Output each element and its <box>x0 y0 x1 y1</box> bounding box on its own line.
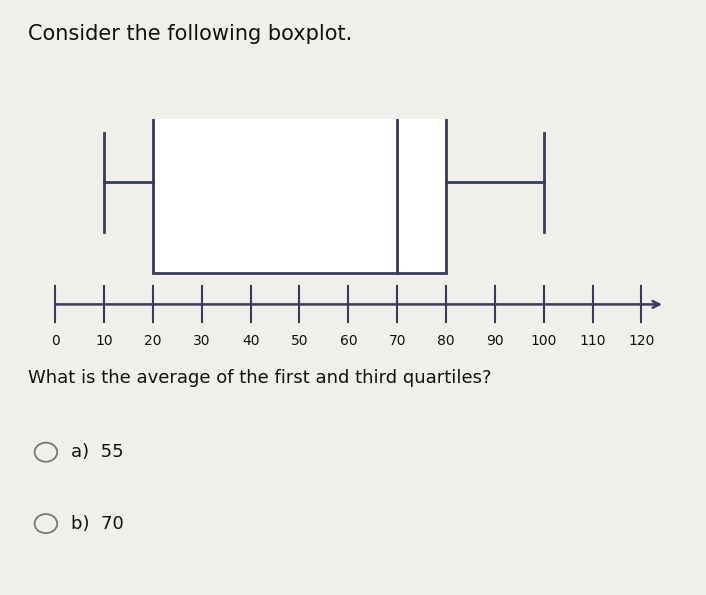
Text: 60: 60 <box>340 334 357 348</box>
Text: What is the average of the first and third quartiles?: What is the average of the first and thi… <box>28 369 492 387</box>
Text: 30: 30 <box>193 334 210 348</box>
Text: 40: 40 <box>242 334 259 348</box>
Text: 10: 10 <box>95 334 113 348</box>
Text: 120: 120 <box>628 334 654 348</box>
Text: b)  70: b) 70 <box>71 515 124 533</box>
Bar <box>153 92 446 273</box>
Text: 70: 70 <box>388 334 406 348</box>
Text: 100: 100 <box>530 334 557 348</box>
Text: 0: 0 <box>51 334 59 348</box>
Text: 80: 80 <box>437 334 455 348</box>
Text: 110: 110 <box>580 334 606 348</box>
Text: Consider the following boxplot.: Consider the following boxplot. <box>28 24 352 44</box>
Text: 50: 50 <box>291 334 309 348</box>
Text: 90: 90 <box>486 334 503 348</box>
Text: 20: 20 <box>144 334 162 348</box>
Text: a)  55: a) 55 <box>71 443 124 461</box>
